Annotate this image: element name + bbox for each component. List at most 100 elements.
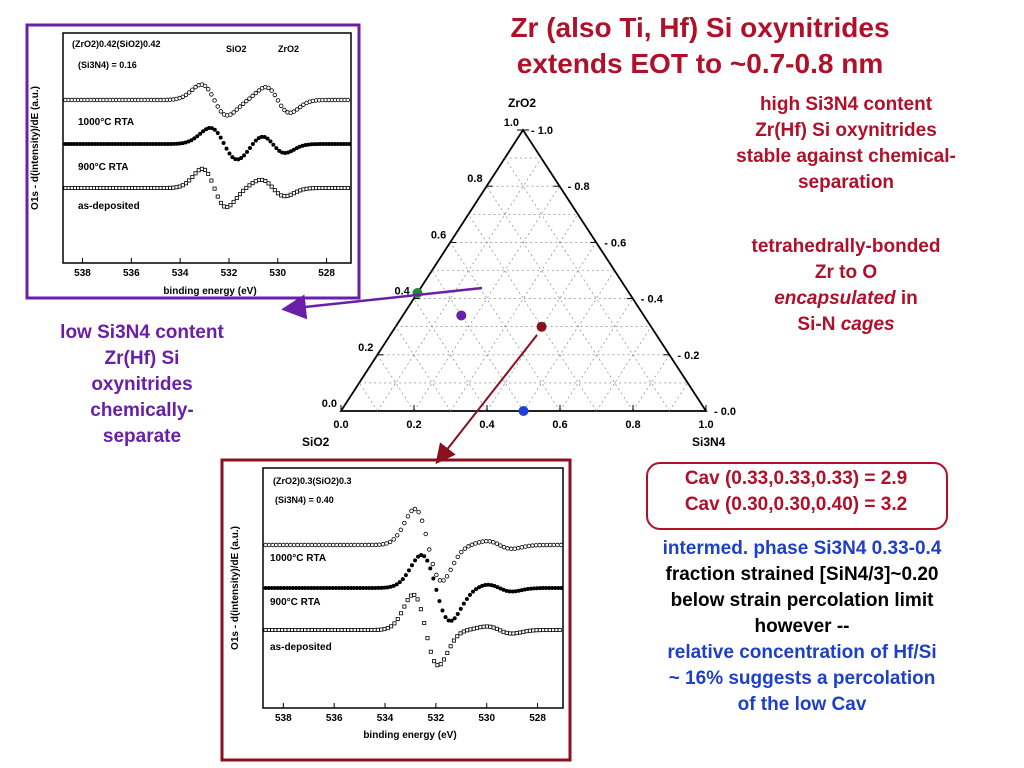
spectrum-point (69, 185, 74, 190)
spectrum-1-xticks: 538 536 534 532 530 528 (74, 258, 335, 279)
note-line: tetrahedrally-bonded (751, 236, 941, 257)
spectrum-point (281, 542, 286, 548)
spectrum-point (291, 109, 297, 114)
spectrum-2-series-label: 1000°C RTA (270, 553, 326, 564)
spectrum-point (273, 628, 278, 633)
spectrum-point (534, 628, 539, 633)
note-line: oxynitrides (91, 374, 193, 395)
spectrum-point (409, 563, 414, 568)
spectrum-point (336, 586, 341, 590)
spectrum-point (402, 604, 407, 609)
spectrum-point (266, 85, 271, 91)
spectrum-point (288, 542, 293, 548)
spectrum-point (291, 191, 296, 196)
spectrum-point (269, 586, 274, 590)
spectrum-point (313, 628, 318, 633)
xtick-label: 528 (318, 268, 335, 279)
spectrum-2-comp-2: (Si3N4) = 0.40 (275, 495, 334, 505)
spectrum-point (230, 155, 235, 160)
spectrum-point (341, 542, 347, 548)
spectrum-point (391, 537, 396, 542)
spectrum-point (304, 186, 309, 191)
spectrum-point (377, 542, 382, 547)
spectrum-point (359, 542, 364, 548)
spectrum-point (309, 142, 314, 147)
spectrum-point (333, 586, 338, 590)
spectrum-point (231, 199, 236, 204)
spectrum-point (321, 142, 326, 147)
spectrum-point (209, 126, 214, 131)
spectrum-point (209, 92, 214, 97)
xtick-label: 538 (74, 268, 91, 279)
spectrum-point (247, 96, 252, 101)
spectrum-point (373, 542, 379, 548)
spectrum-point (334, 542, 339, 548)
spectrum-point (461, 629, 466, 634)
spectrum-point (277, 148, 282, 153)
spectrum-point (275, 586, 280, 590)
spectrum-point (348, 586, 353, 590)
spectrum-point (298, 542, 304, 548)
ternary-bottom-tick-label: 0.2 (406, 419, 421, 431)
xtick-label: 530 (269, 268, 286, 279)
spectrum-point (522, 587, 527, 592)
spectrum-point (263, 628, 268, 633)
spectrum-point (142, 141, 147, 146)
spectrum-point (339, 586, 344, 590)
xtick-label: 536 (123, 268, 140, 279)
spectrum-point (535, 586, 540, 591)
spectrum-point (445, 650, 450, 655)
spectrum-point (199, 166, 204, 171)
spectrum-point (195, 134, 200, 139)
spectrum-point (301, 187, 306, 192)
spectrum-point (297, 586, 302, 590)
ternary-grid-line (468, 214, 597, 412)
spectrum-point (442, 657, 447, 662)
spectrum-point (369, 627, 374, 632)
spectrum-point (242, 153, 247, 158)
spectrum-point (403, 573, 408, 578)
spectrum-point (394, 582, 399, 587)
spectrum-point (475, 625, 480, 630)
spectrum-point (511, 631, 516, 636)
spectrum-point (344, 142, 349, 146)
spectrum-point (473, 541, 478, 546)
spectrum-point (312, 142, 317, 147)
spectrum-point (189, 138, 194, 143)
cav-bracket (646, 462, 948, 530)
spectrum-point (288, 149, 293, 154)
spectrum-point (419, 518, 425, 523)
spectrum-point (504, 630, 509, 635)
spectrum-point (299, 628, 304, 633)
spectrum-point (444, 574, 450, 579)
spectrum-point (215, 194, 220, 199)
spectrum-1-comp-1: (ZrO2)0.42(SiO2)0.42 (72, 39, 161, 49)
spectrum-point (370, 585, 375, 590)
spectrum-point (114, 185, 119, 190)
spectrum-point (72, 142, 77, 146)
ternary-bottom-tick-label: 0.0 (333, 419, 348, 431)
spectrum-point (476, 540, 482, 545)
spectrum-point (149, 185, 154, 190)
note-line: low Si3N4 content (60, 322, 224, 343)
spectrum-point (270, 542, 275, 548)
note-line: chemically- (90, 400, 194, 421)
spectrum-point (263, 586, 268, 590)
spectrum-point (187, 178, 192, 183)
ternary-left-tick-label: 0.4 (395, 286, 411, 298)
ternary-right-tick-label: - 0.2 (677, 350, 699, 362)
spectrum-point (171, 141, 176, 146)
spectrum-point (116, 142, 121, 146)
spectrum-point (540, 542, 546, 548)
spectrum-point (481, 624, 486, 629)
spectrum-point (359, 627, 364, 632)
note-line: Zr to O (814, 262, 878, 283)
spectrum-point (495, 585, 500, 590)
spectrum-point (250, 142, 255, 147)
ternary-grid-line (377, 157, 542, 412)
spectrum-point (335, 142, 340, 147)
spectrum-point (101, 142, 106, 146)
spectrum-point (91, 185, 96, 190)
spectrum-point (160, 141, 165, 146)
ternary-left-tick-label: 0.8 (467, 173, 482, 185)
